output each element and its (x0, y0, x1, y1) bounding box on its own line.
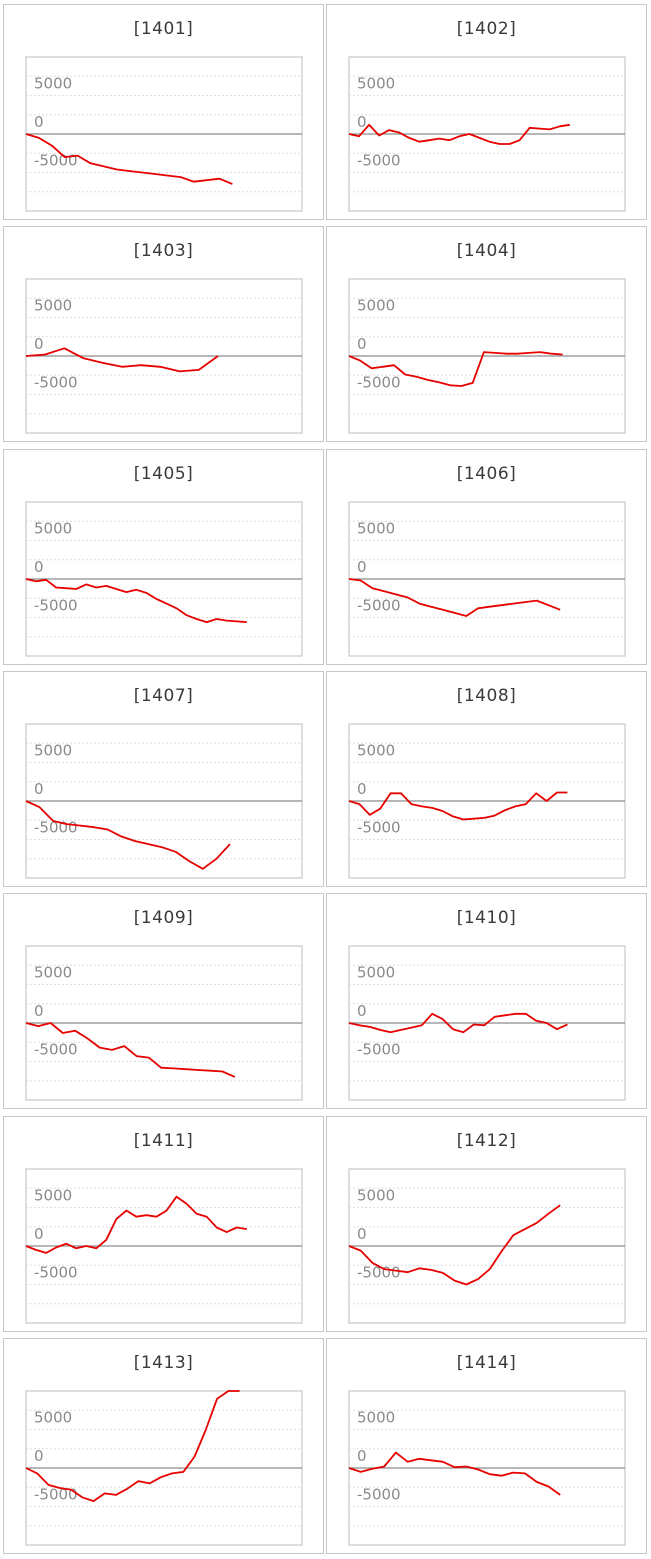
chart-svg: 5000 0 -5000 (348, 1168, 626, 1324)
chart-title: [1414] (456, 1353, 517, 1373)
series-line (25, 578, 247, 624)
y-tick-label: 0 (34, 335, 44, 353)
series-line (348, 1451, 561, 1496)
chart-svg: 5000 0 -5000 (25, 723, 303, 879)
y-tick-label: 0 (34, 113, 44, 131)
series-line (25, 800, 231, 870)
y-tick-label: 5000 (357, 742, 395, 760)
series-line (348, 791, 568, 821)
y-tick-label: -5000 (34, 152, 78, 170)
chart-title: [1401] (133, 19, 194, 39)
y-tick-label: -5000 (34, 1486, 78, 1504)
y-tick-label: 5000 (34, 75, 72, 93)
chart-svg: 5000 0 -5000 (25, 1168, 303, 1324)
y-tick-label: 5000 (34, 964, 72, 982)
chart-panel-4: [1404] 5000 0 -5000 (326, 226, 647, 442)
chart-svg: 5000 0 -5000 (348, 501, 626, 657)
y-tick-label: -5000 (357, 819, 401, 837)
y-tick-label: -5000 (34, 597, 78, 615)
y-tick-label: 0 (34, 1225, 44, 1243)
y-tick-label: 0 (357, 558, 367, 576)
series-line (25, 1195, 247, 1254)
series-line (348, 351, 563, 387)
chart-panel-6: [1406] 5000 0 -5000 (326, 449, 647, 665)
chart-panel-9: [1409] 5000 0 -5000 (3, 893, 324, 1109)
y-tick-label: 0 (357, 1447, 367, 1465)
y-tick-label: -5000 (357, 1264, 401, 1282)
chart-panel-8: [1408] 5000 0 -5000 (326, 671, 647, 887)
y-tick-label: 5000 (357, 75, 395, 93)
y-tick-label: 0 (357, 113, 367, 131)
y-tick-label: -5000 (357, 374, 401, 392)
y-tick-label: -5000 (34, 819, 78, 837)
chart-panel-10: [1410] 5000 0 -5000 (326, 893, 647, 1109)
series-line (25, 1390, 240, 1503)
chart-title: [1411] (133, 1131, 194, 1151)
y-tick-label: 5000 (34, 742, 72, 760)
chart-panel-13: [1413] 5000 0 -5000 (3, 1338, 324, 1554)
y-tick-label: 5000 (357, 964, 395, 982)
series-line (25, 1022, 236, 1078)
chart-svg: 5000 0 -5000 (25, 1390, 303, 1546)
chart-title: [1403] (133, 241, 194, 261)
y-tick-label: 0 (357, 1225, 367, 1243)
chart-title: [1404] (456, 241, 517, 261)
y-tick-label: 5000 (34, 1409, 72, 1427)
y-tick-label: -5000 (357, 1486, 401, 1504)
chart-svg: 5000 0 -5000 (348, 56, 626, 212)
y-tick-label: 0 (357, 335, 367, 353)
series-line (25, 347, 219, 373)
chart-panel-11: [1411] 5000 0 -5000 (3, 1116, 324, 1332)
y-tick-label: -5000 (34, 1264, 78, 1282)
chart-svg: 5000 0 -5000 (25, 945, 303, 1101)
chart-panel-7: [1407] 5000 0 -5000 (3, 671, 324, 887)
chart-panel-12: [1412] 5000 0 -5000 (326, 1116, 647, 1332)
chart-svg: 5000 0 -5000 (348, 1390, 626, 1546)
y-tick-label: 5000 (357, 520, 395, 538)
y-tick-label: 0 (357, 1002, 367, 1020)
chart-title: [1402] (456, 19, 517, 39)
y-tick-label: 5000 (34, 520, 72, 538)
chart-panel-1: [1401] 5000 0 -5000 (3, 4, 324, 220)
chart-svg: 5000 0 -5000 (348, 278, 626, 434)
chart-title: [1408] (456, 686, 517, 706)
chart-svg: 5000 0 -5000 (25, 501, 303, 657)
y-tick-label: 0 (34, 558, 44, 576)
y-tick-label: -5000 (357, 1041, 401, 1059)
y-tick-label: 5000 (357, 1409, 395, 1427)
series-line (348, 578, 561, 617)
y-tick-label: 5000 (357, 297, 395, 315)
y-tick-label: 5000 (357, 1187, 395, 1205)
chart-title: [1407] (133, 686, 194, 706)
y-tick-label: 5000 (34, 297, 72, 315)
y-tick-label: 0 (34, 1002, 44, 1020)
chart-title: [1405] (133, 464, 194, 484)
chart-title: [1409] (133, 908, 194, 928)
chart-title: [1413] (133, 1353, 194, 1373)
chart-panel-3: [1403] 5000 0 -5000 (3, 226, 324, 442)
series-line (348, 1012, 568, 1034)
chart-svg: 5000 0 -5000 (348, 723, 626, 879)
series-line (348, 1204, 561, 1286)
y-tick-label: -5000 (34, 1041, 78, 1059)
y-tick-label: 0 (34, 780, 44, 798)
chart-svg: 5000 0 -5000 (25, 56, 303, 212)
y-tick-label: -5000 (357, 597, 401, 615)
series-line (348, 123, 570, 145)
y-tick-label: 5000 (34, 1187, 72, 1205)
chart-title: [1410] (456, 908, 517, 928)
chart-panel-5: [1405] 5000 0 -5000 (3, 449, 324, 665)
chart-panel-14: [1414] 5000 0 -5000 (326, 1338, 647, 1554)
y-tick-label: -5000 (357, 152, 401, 170)
y-tick-label: -5000 (34, 374, 78, 392)
chart-svg: 5000 0 -5000 (25, 278, 303, 434)
chart-title: [1412] (456, 1131, 517, 1151)
chart-title: [1406] (456, 464, 517, 484)
chart-svg: 5000 0 -5000 (348, 945, 626, 1101)
series-line (25, 133, 233, 185)
chart-panel-2: [1402] 5000 0 -5000 (326, 4, 647, 220)
y-tick-label: 0 (34, 1447, 44, 1465)
y-tick-label: 0 (357, 780, 367, 798)
